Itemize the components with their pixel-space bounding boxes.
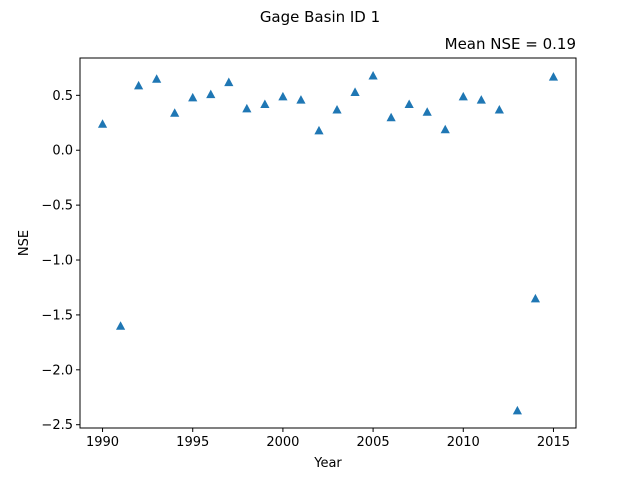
x-tick-label: 2015 bbox=[537, 435, 570, 450]
x-tick-label: 2005 bbox=[357, 435, 390, 450]
y-tick-label: 0.5 bbox=[52, 89, 73, 104]
y-axis-label: NSE bbox=[17, 230, 32, 256]
y-tick-label: −0.5 bbox=[41, 199, 73, 214]
data-point bbox=[458, 91, 468, 101]
data-point bbox=[260, 99, 270, 109]
x-axis-label: Year bbox=[313, 456, 342, 471]
data-point bbox=[170, 108, 180, 117]
data-point bbox=[314, 125, 324, 135]
data-point bbox=[332, 105, 342, 114]
y-tick-label: −2.0 bbox=[41, 363, 73, 378]
chart-suptitle: Gage Basin ID 1 bbox=[260, 8, 380, 26]
data-point bbox=[440, 124, 450, 134]
data-point bbox=[548, 72, 559, 81]
data-point bbox=[224, 77, 234, 87]
data-point bbox=[242, 103, 252, 113]
data-point bbox=[97, 119, 108, 128]
data-point bbox=[494, 105, 504, 114]
plot-area: 1990 1995 2000 2005 2010 2015 0.5 0.0 −0.5 −1.0 −1… bbox=[41, 57, 577, 450]
data-point bbox=[350, 87, 360, 96]
y-tick-label: −1.5 bbox=[41, 308, 73, 323]
data-point bbox=[422, 107, 432, 116]
data-point bbox=[188, 92, 198, 102]
chart-title-right: Mean NSE = 0.19 bbox=[445, 35, 576, 53]
y-tick-label: −1.0 bbox=[41, 254, 73, 269]
data-point bbox=[404, 99, 414, 109]
y-tick-label: 0.0 bbox=[52, 144, 73, 159]
x-tick-label: 1990 bbox=[86, 435, 119, 450]
x-tick-label: 2010 bbox=[447, 435, 480, 450]
y-tick-label: −2.5 bbox=[41, 418, 73, 433]
x-tick-label: 1995 bbox=[176, 435, 209, 450]
data-point bbox=[115, 321, 126, 330]
data-point bbox=[206, 89, 216, 99]
data-point bbox=[278, 91, 288, 101]
data-point bbox=[296, 95, 306, 104]
data-point bbox=[152, 74, 162, 83]
data-point bbox=[134, 80, 144, 90]
data-point bbox=[530, 293, 541, 303]
x-tick-label: 2000 bbox=[266, 435, 299, 450]
data-point bbox=[512, 405, 522, 415]
data-point bbox=[386, 112, 396, 122]
data-point bbox=[476, 95, 486, 104]
axes-frame bbox=[79, 57, 577, 429]
data-point bbox=[368, 70, 378, 80]
